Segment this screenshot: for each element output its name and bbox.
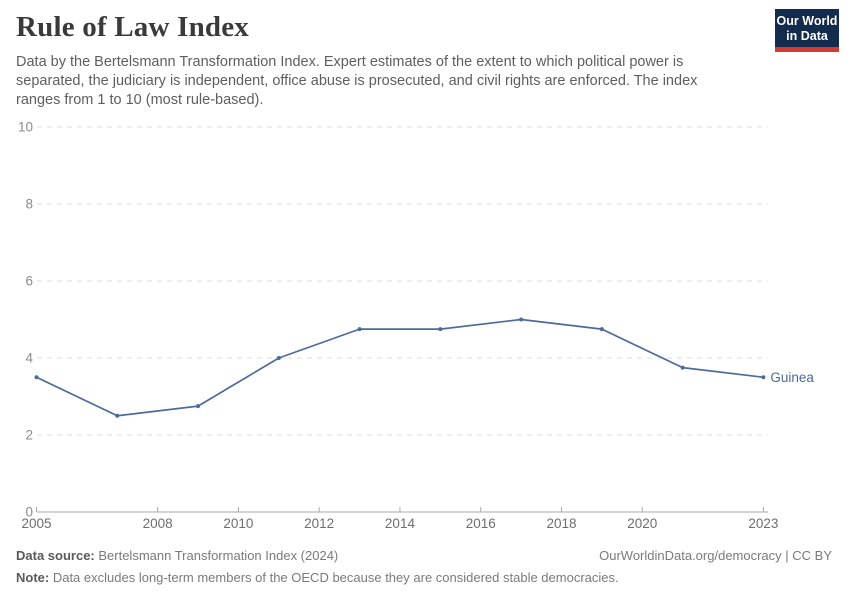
logo-line-1: Our World bbox=[776, 14, 838, 28]
data-point[interactable] bbox=[519, 317, 524, 322]
subtitle-line-1: Data by the Bertelsmann Transformation I… bbox=[16, 54, 684, 70]
x-tick-label: 2012 bbox=[304, 516, 334, 531]
subtitle-line-3: ranges from 1 to 10 (most rule-based). bbox=[16, 92, 264, 108]
data-point[interactable] bbox=[115, 413, 120, 418]
owid-license-link[interactable]: OurWorldinData.org/democracy | CC BY bbox=[599, 548, 832, 563]
x-tick-label: 2018 bbox=[546, 516, 576, 531]
x-tick-label: 2023 bbox=[748, 516, 778, 531]
note-text: Data excludes long-term members of the O… bbox=[49, 570, 619, 585]
y-tick-label: 4 bbox=[25, 351, 33, 366]
y-tick-label: 6 bbox=[25, 274, 33, 289]
series-line-guinea[interactable] bbox=[36, 318, 764, 417]
chart-title: Rule of Law Index bbox=[16, 11, 250, 43]
y-tick-label: 10 bbox=[18, 120, 33, 135]
data-point[interactable] bbox=[680, 365, 685, 370]
x-tick-label: 2014 bbox=[385, 516, 416, 531]
owid-logo[interactable]: Our World in Data bbox=[775, 9, 839, 52]
series-label-guinea[interactable]: Guinea bbox=[770, 370, 814, 385]
chart-footer: Data source: Bertelsmann Transformation … bbox=[16, 548, 832, 586]
footer-source-row: Data source: Bertelsmann Transformation … bbox=[16, 548, 832, 564]
y-tick-label: 0 bbox=[25, 505, 33, 520]
data-point[interactable] bbox=[357, 327, 362, 332]
data-point[interactable] bbox=[276, 356, 281, 360]
data-source-text: Bertelsmann Transformation Index (2024) bbox=[94, 548, 339, 563]
chart-svg: 0 2 4 6 8 10 2005 2008 2010 2012 2014 2016 2018 2020 2… bbox=[18, 120, 814, 532]
data-point[interactable] bbox=[761, 375, 766, 380]
data-point[interactable] bbox=[438, 327, 443, 332]
logo-line-2: in Data bbox=[786, 29, 828, 43]
x-tick-label: 2016 bbox=[466, 516, 496, 531]
data-source: Data source: Bertelsmann Transformation … bbox=[16, 548, 338, 564]
y-tick-label: 2 bbox=[25, 428, 33, 443]
note-label: Note: bbox=[16, 570, 50, 585]
chart-subtitle: Data by the Bertelsmann Transformation I… bbox=[16, 53, 697, 110]
x-tick-label: 2020 bbox=[627, 516, 657, 531]
data-point[interactable] bbox=[34, 375, 39, 380]
data-point[interactable] bbox=[196, 404, 201, 409]
x-tick-label: 2005 bbox=[21, 516, 51, 531]
y-tick-label: 8 bbox=[25, 197, 33, 212]
x-tick-label: 2010 bbox=[223, 516, 253, 531]
subtitle-line-2: separated, the judiciary is independent,… bbox=[16, 73, 698, 89]
data-source-label: Data source: bbox=[16, 548, 95, 563]
data-point[interactable] bbox=[599, 327, 604, 332]
x-tick-label: 2008 bbox=[143, 516, 173, 531]
footer-note-row: Note: Data excludes long-term members of… bbox=[16, 570, 832, 586]
